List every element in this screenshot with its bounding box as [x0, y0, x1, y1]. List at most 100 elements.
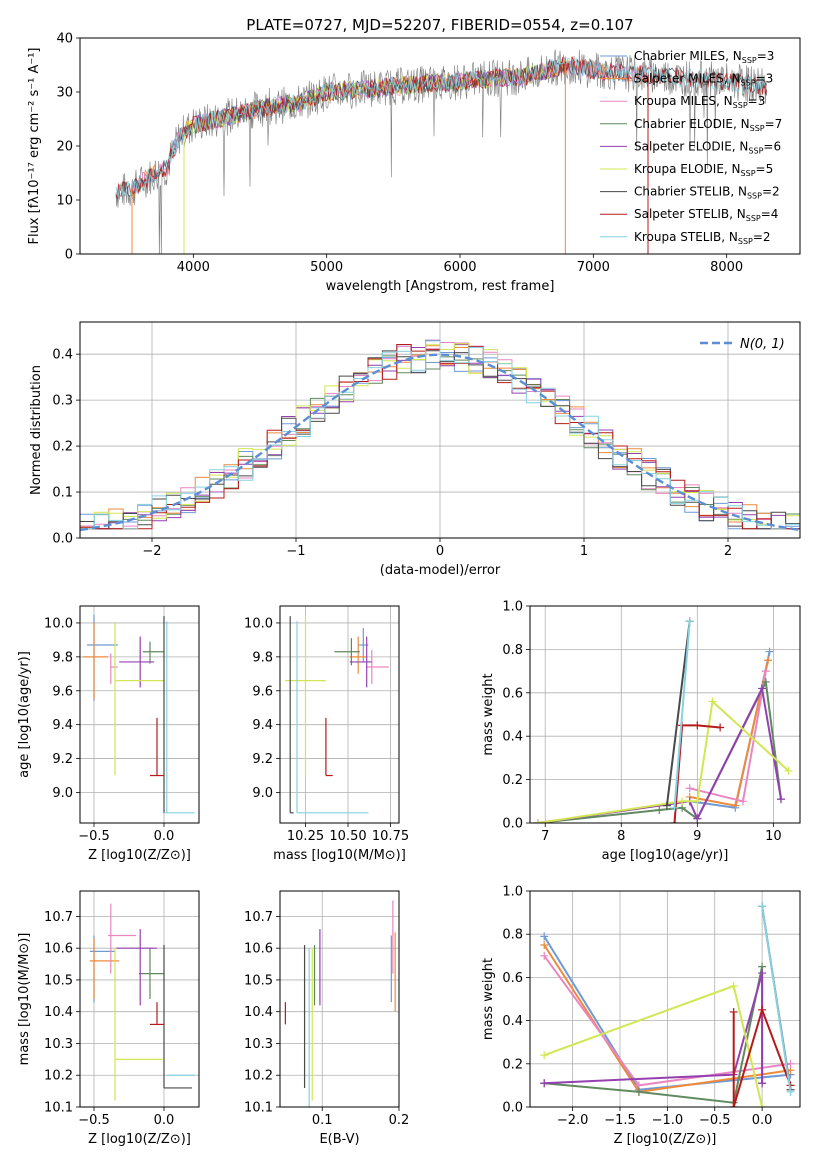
spectrum-legend-value: =6	[763, 139, 781, 153]
spectrum-xtick-label: 4000	[177, 260, 210, 275]
age_weight-plot	[533, 617, 793, 823]
age_weight-series-line	[537, 685, 782, 823]
residuals-xtick-label: 0	[436, 544, 444, 559]
spectrum-legend-label: Chabrier STELIB, NSSP=2	[634, 185, 780, 201]
z_mass-panel: −0.5 0.0 10.1 10.2 10.3 10.4 10.5 10.6 10.7 Z [lo…	[17, 890, 200, 1147]
age_weight-point-marker	[678, 797, 687, 806]
z_mass-xlabel: Z [log10(Z/Z⊙)]	[88, 1132, 191, 1147]
z_age-ytick-label: 9.8	[52, 650, 73, 665]
z_weight-xtick-label: −1.0	[652, 1113, 684, 1128]
spectrum-xtick-label: 5000	[310, 260, 343, 275]
age_weight-xtick-label: 9	[693, 829, 701, 844]
spectrum-legend-label: Kroupa ELODIE, NSSP=5	[634, 162, 773, 178]
spectrum-legend-subscript: SSP	[741, 79, 756, 88]
mass_age-ytick-label: 9.0	[252, 786, 273, 801]
age_weight-point-marker	[716, 723, 725, 732]
z_age-panel: −0.5 0.0 9.0 9.2 9.4 9.6 9.8 10.0 Z [log10(Z/Z⊙)…	[17, 605, 200, 863]
spectrum-xlabel: wavelength [Angstrom, rest frame]	[326, 279, 555, 294]
spectrum-model-line	[115, 57, 767, 199]
z_weight-point-marker	[540, 1051, 549, 1060]
mass_age-xtick-label: 10.75	[372, 829, 409, 844]
age_weight-series-line	[537, 699, 790, 823]
z_weight-point-marker	[786, 1059, 795, 1068]
age_weight-point-marker	[765, 647, 774, 656]
spectrum-legend-label: Salpeter STELIB, NSSP=4	[634, 207, 778, 223]
residuals-ytick-label: 0.3	[52, 394, 73, 409]
z_weight-xtick-label: 0.0	[752, 1113, 773, 1128]
residuals-ytick-label: 0.1	[52, 486, 73, 501]
age_weight-point-marker	[761, 667, 770, 676]
spectrum-ytick-label: 20	[56, 140, 73, 155]
z_weight-point-marker	[786, 1087, 795, 1096]
spectrum-legend-value: =3	[757, 49, 775, 63]
residuals-xtick-label: −2	[142, 544, 161, 559]
spectrum-legend-value: =2	[753, 230, 771, 244]
spectrum-ylabel: Flux [fλ10⁻¹⁷ erg cm⁻² s⁻¹ A⁻¹]	[27, 48, 42, 245]
z_weight-point-marker	[758, 1079, 767, 1088]
residuals-ytick-label: 0.4	[52, 348, 73, 363]
age_weight-ytick-label: 0.6	[502, 686, 523, 701]
age_weight-series-line	[537, 678, 782, 823]
z_weight-point-marker	[729, 1103, 738, 1107]
age_weight-point-marker	[670, 803, 679, 812]
spectrum-legend-value: =3	[756, 72, 774, 86]
z_mass-ytick-label: 10.1	[44, 1101, 73, 1116]
z_weight-ytick-label: 0.0	[502, 1101, 523, 1116]
age_weight-point-marker	[685, 617, 694, 626]
z_weight-ytick-label: 0.8	[502, 928, 523, 943]
mass_age-xlabel: mass [log10(M/M⊙)]	[273, 848, 406, 863]
z_age-xlabel: Z [log10(Z/Z⊙)]	[88, 848, 191, 863]
ebv_mass-panel: 0.1 0.2 10.1 10.2 10.3 10.4 10.5 10.6 10.7 E(B-V)	[244, 890, 409, 1147]
z_weight-point-marker	[540, 941, 549, 949]
z_weight-series-line	[761, 905, 792, 1093]
z_mass-xtick-label: −0.5	[78, 1113, 110, 1128]
z_age-frame	[79, 605, 200, 824]
spectrum-ytick-label: 30	[56, 86, 73, 101]
age_weight-xtick-label: 10	[765, 829, 782, 844]
spectrum-legend-label: Chabrier MILES, NSSP=3	[634, 49, 774, 65]
spectrum-legend-value: =7	[765, 117, 783, 131]
z_mass-plot	[89, 903, 195, 1101]
z_weight-point-marker	[540, 951, 549, 960]
age_weight-point-marker	[708, 697, 717, 706]
mass_age-xtick-label: 10.25	[287, 829, 324, 844]
residuals-ytick-label: 0.2	[52, 440, 73, 455]
age_weight-ytick-label: 0.0	[502, 817, 523, 832]
age_weight-ytick-label: 0.8	[502, 643, 523, 658]
spectrum-legend-subscript: SSP	[742, 56, 757, 65]
spectrum-legend-subscript: SSP	[741, 169, 756, 178]
age_weight-xtick-label: 7	[541, 829, 549, 844]
spectrum-ytick-label: 0	[65, 248, 73, 263]
ebv_mass-ytick-label: 10.2	[244, 1069, 273, 1084]
age_weight-point-marker	[693, 721, 702, 730]
z_weight-xtick-label: −2.0	[557, 1113, 589, 1128]
age_weight-point-marker	[738, 797, 747, 806]
ebv_mass-grid	[280, 891, 400, 1108]
spectrum-panel: 4000 5000 6000 7000 8000 0 10 20 30 40 wavelength …	[27, 32, 801, 294]
age_weight-point-marker	[757, 684, 766, 693]
spectrum-legend-subscript: SSP	[747, 192, 762, 201]
residuals-xtick-label: −1	[286, 544, 305, 559]
residual-histogram-step	[80, 340, 800, 530]
spectrum-legend-label: Salpeter MILES, NSSP=3	[634, 72, 773, 88]
age_weight-series-line	[689, 660, 770, 807]
z_age-xtick-label: −0.5	[78, 829, 110, 844]
residual-legend-label: N(0, 1)	[740, 337, 785, 352]
z_age-ytick-label: 9.2	[52, 752, 73, 767]
z_weight-ylabel: mass weight	[481, 958, 496, 1040]
residuals-plot	[80, 339, 800, 532]
z_weight-series-line	[732, 1006, 792, 1107]
age_weight-point-marker	[685, 784, 694, 793]
age_weight-point-marker	[670, 819, 679, 823]
age_weight-point-marker	[662, 801, 671, 810]
z_weight-xtick-label: −0.5	[699, 1113, 731, 1128]
age_weight-point-marker	[655, 805, 664, 814]
age_weight-series-line	[673, 724, 721, 823]
z_age-ytick-label: 9.6	[52, 684, 73, 699]
age_weight-ytick-label: 0.2	[502, 773, 523, 788]
z_age-ytick-label: 9.4	[52, 718, 73, 733]
spectrum-legend-label: Salpeter ELODIE, NSSP=6	[634, 139, 781, 155]
spectrum-legend-subscript: SSP	[733, 101, 748, 110]
ebv_mass-ytick-label: 10.4	[244, 1005, 273, 1020]
